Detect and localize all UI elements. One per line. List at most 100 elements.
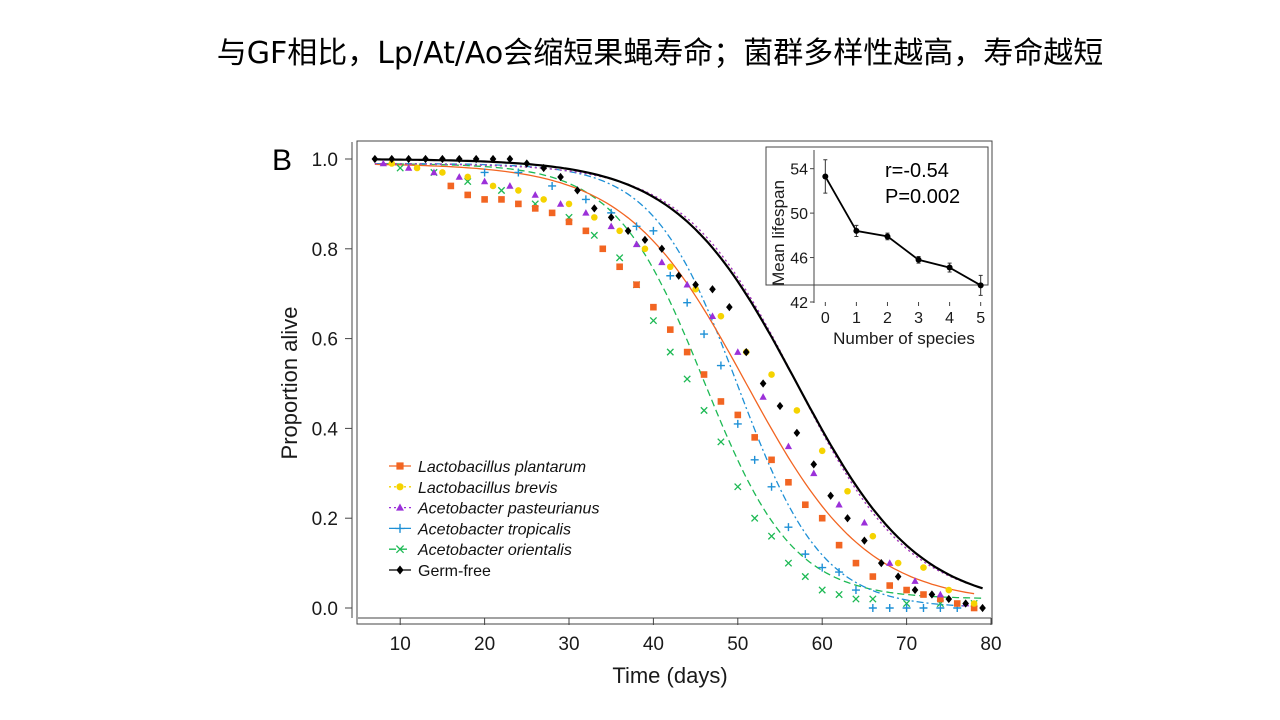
data-point xyxy=(666,263,674,271)
data-point xyxy=(937,595,944,603)
data-point xyxy=(802,501,809,509)
x-tick-label: 50 xyxy=(727,634,748,655)
data-point xyxy=(464,191,472,199)
x-tick-label: 30 xyxy=(558,634,579,655)
data-point xyxy=(734,483,742,491)
data-point xyxy=(582,227,590,235)
data-point xyxy=(514,168,523,177)
data-point xyxy=(759,393,767,400)
main-ticks: 10 20 30 40 50 60 70 800.00.20.40.60.81.0 xyxy=(312,150,1002,655)
data-point xyxy=(894,572,902,581)
data-point xyxy=(768,456,775,464)
data-point xyxy=(869,573,877,580)
data-point xyxy=(793,428,801,438)
x-tick-label: 60 xyxy=(812,634,833,655)
data-point xyxy=(666,326,674,333)
data-point xyxy=(396,164,404,172)
data-point xyxy=(979,603,986,613)
data-point xyxy=(455,154,463,164)
inset-p-value: P=0.002 xyxy=(885,186,960,208)
data-point xyxy=(818,586,826,594)
data-point xyxy=(844,514,851,523)
inset-y-tick-label: 50 xyxy=(790,206,808,223)
data-point xyxy=(413,164,421,172)
data-point xyxy=(868,604,877,612)
data-point xyxy=(886,559,894,566)
data-point xyxy=(498,196,505,203)
data-point xyxy=(767,532,776,540)
inset-x-tick-label: 0 xyxy=(821,310,830,327)
data-point xyxy=(565,218,573,226)
data-point xyxy=(818,514,826,522)
data-point xyxy=(422,154,429,164)
data-point xyxy=(666,348,674,356)
data-point xyxy=(759,379,767,388)
fit-curve-acetobacter-tropicalis xyxy=(374,162,966,607)
legend: Lactobacillus plantarum Lactobacillus bre… xyxy=(389,459,599,580)
legend-label: Acetobacter pasteurianus xyxy=(417,501,599,518)
series-lactobacillus-brevis xyxy=(388,160,978,607)
data-point xyxy=(430,168,438,176)
data-point xyxy=(962,599,969,608)
data-point xyxy=(717,438,725,446)
data-point xyxy=(581,195,590,204)
data-point xyxy=(751,514,759,522)
x-tick-label: 80 xyxy=(980,634,1001,655)
data-point xyxy=(632,222,641,231)
data-point xyxy=(607,222,615,230)
data-point xyxy=(506,154,514,164)
data-point xyxy=(590,231,598,239)
y-tick-label: 0.0 xyxy=(312,599,338,620)
data-point xyxy=(700,330,709,339)
data-point xyxy=(489,182,497,190)
slide-title: 与GF相比，Lp/At/Ao会缩短果蝇寿命；菌群多样性越高，寿命越短 xyxy=(216,36,1104,71)
inset-ticks: 42 46 50 54 0 1 2 3 4 5 xyxy=(790,150,985,327)
inset-x-tick-label: 4 xyxy=(945,310,954,327)
data-point xyxy=(726,303,733,312)
inset-point xyxy=(822,173,829,180)
x-axis-label: Time (days) xyxy=(612,663,727,688)
fit-curve-acetobacter-pasteurianus xyxy=(374,163,975,587)
data-point xyxy=(835,590,843,599)
data-point xyxy=(531,191,539,198)
data-point xyxy=(650,303,657,311)
data-point xyxy=(506,182,514,189)
x-tick-label: 70 xyxy=(896,634,917,655)
series-lactobacillus-plantarum xyxy=(447,182,978,612)
data-point xyxy=(733,419,742,428)
data-point xyxy=(455,173,463,180)
data-point xyxy=(480,168,489,177)
data-point xyxy=(649,226,658,235)
data-point xyxy=(801,572,809,581)
data-point xyxy=(692,285,699,293)
data-point xyxy=(734,411,742,419)
inset-x-tick-label: 3 xyxy=(914,310,923,327)
x-tick-label: 40 xyxy=(643,634,664,655)
data-point xyxy=(565,200,573,208)
data-point xyxy=(371,154,379,164)
legend-label: Lactobacillus plantarum xyxy=(418,459,586,476)
data-point xyxy=(902,604,911,612)
data-point xyxy=(785,478,792,486)
data-point xyxy=(388,154,396,164)
y-tick-label: 0.6 xyxy=(312,330,338,351)
data-point xyxy=(885,604,894,612)
data-point xyxy=(557,172,564,182)
y-tick-label: 1.0 xyxy=(312,150,338,171)
data-point xyxy=(591,214,598,221)
data-point xyxy=(851,586,860,595)
data-point xyxy=(919,604,928,612)
data-point xyxy=(902,599,911,608)
data-point xyxy=(472,154,480,164)
legend-marker xyxy=(396,483,404,491)
data-point xyxy=(852,559,860,567)
inset-y-tick-label: 46 xyxy=(790,251,808,268)
data-point xyxy=(768,371,775,378)
data-point xyxy=(810,460,818,469)
data-point xyxy=(515,200,522,208)
data-point xyxy=(911,585,919,595)
inset-point xyxy=(977,282,984,289)
data-point xyxy=(903,586,910,594)
data-point xyxy=(515,187,522,194)
y-tick-label: 0.2 xyxy=(312,509,338,530)
